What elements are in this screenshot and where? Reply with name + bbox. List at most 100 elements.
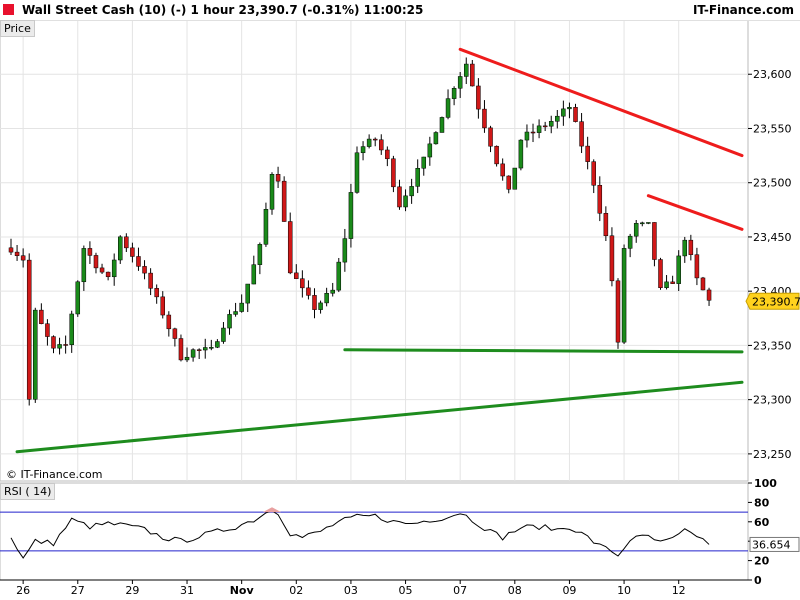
price-tick-label: 23,550 (753, 122, 792, 135)
candle (482, 100, 487, 133)
candle-body (93, 255, 99, 269)
candle-body (354, 152, 360, 193)
last-price-flag (745, 292, 800, 310)
candle (45, 319, 50, 346)
candle-body (421, 156, 427, 169)
candle (318, 300, 323, 314)
candle (154, 284, 159, 304)
candle-body (45, 323, 50, 337)
candle (99, 263, 105, 275)
price-panel-label[interactable]: Price (0, 20, 35, 37)
candle-body (488, 127, 493, 147)
candle-body (403, 195, 408, 208)
candle (124, 233, 129, 252)
x-tick-label: Nov (230, 584, 255, 597)
rsi-tick-label: 80 (754, 496, 770, 509)
candle (81, 245, 87, 291)
candle-body (239, 302, 244, 312)
candle-body (688, 239, 694, 255)
candle-body (160, 296, 165, 316)
candle-body (281, 180, 287, 222)
candle (621, 244, 627, 344)
candle (433, 131, 439, 145)
candle-body (233, 311, 238, 315)
candle-body (20, 255, 26, 261)
candle (160, 291, 165, 319)
candle (415, 159, 420, 194)
candle-body (470, 63, 475, 87)
candle-body (640, 222, 645, 225)
candle (257, 242, 263, 275)
candle-body (524, 131, 530, 141)
candle-body (542, 125, 548, 128)
candle-body (336, 261, 342, 291)
candle (8, 238, 14, 255)
candle (348, 183, 354, 248)
candle (561, 100, 566, 126)
candle-body (124, 236, 129, 249)
candle (524, 124, 530, 148)
candle (93, 252, 99, 274)
candle (658, 257, 663, 290)
candle (579, 113, 584, 154)
candle (591, 159, 596, 194)
resistance-trendline (646, 194, 744, 231)
candle-body (184, 356, 190, 361)
candle (306, 280, 311, 300)
candle (445, 89, 451, 120)
candle (300, 270, 305, 298)
candle (615, 278, 621, 349)
candle-body (324, 292, 329, 304)
candle-body (99, 267, 105, 273)
candle (336, 257, 342, 293)
candle-body (664, 281, 669, 288)
candle-body (227, 314, 232, 329)
candle (354, 146, 360, 194)
candle (227, 309, 232, 335)
candle (676, 250, 681, 291)
candle (646, 222, 651, 225)
price-plot-area (0, 19, 749, 482)
candle (555, 110, 560, 129)
candle (427, 136, 433, 166)
candle (694, 247, 700, 286)
candle (597, 176, 603, 222)
candle-body (57, 344, 62, 349)
candle (263, 202, 269, 247)
candle (63, 335, 68, 354)
candle-body (561, 108, 566, 117)
candle-body (148, 272, 153, 289)
candle-body (154, 288, 159, 298)
candle (281, 176, 287, 222)
candle (451, 86, 457, 106)
candle (172, 327, 178, 347)
candle (20, 248, 26, 268)
rsi-panel-label[interactable]: RSI ( 14) (0, 483, 56, 500)
last-rsi-flag (749, 536, 800, 552)
candle-body (202, 347, 208, 351)
candle-body (627, 235, 633, 249)
candle-body (385, 149, 390, 160)
candle (287, 212, 293, 275)
candle (26, 253, 32, 406)
candle-body (482, 108, 487, 129)
candle (111, 253, 117, 286)
candle (233, 302, 238, 317)
candle (567, 102, 572, 119)
x-tick-label: 26 (16, 584, 30, 597)
candle-body (142, 266, 147, 274)
candle-body (33, 309, 38, 400)
candle (688, 234, 694, 261)
candle (87, 241, 93, 264)
candle-body (682, 239, 688, 257)
candle (294, 264, 299, 280)
candle-body (136, 256, 141, 267)
instrument-title: Wall Street Cash (10) (-) 1 hour 23,390.… (22, 3, 424, 17)
candle-body (51, 336, 56, 349)
candle (500, 158, 505, 181)
candle-body (548, 121, 554, 127)
candle-body (506, 175, 511, 190)
price-watermark: © IT-Finance.com (6, 468, 103, 481)
candle (215, 339, 220, 349)
rsi-tick-label: 60 (754, 516, 770, 529)
